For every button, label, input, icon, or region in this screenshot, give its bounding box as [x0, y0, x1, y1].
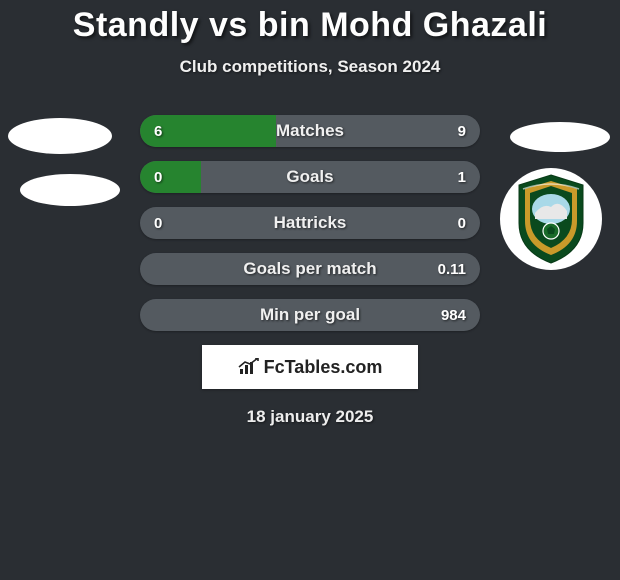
stat-label: Goals	[140, 161, 480, 193]
stat-right-value: 1	[458, 161, 466, 193]
stat-row-hattricks: 0 Hattricks 0	[140, 207, 480, 239]
stat-row-min-per-goal: Min per goal 984	[140, 299, 480, 331]
player-left-flag-placeholder	[8, 118, 112, 154]
player-left-club-placeholder	[20, 174, 120, 206]
player-right-club-badge	[500, 168, 602, 270]
brand-link[interactable]: FcTables.com	[202, 345, 418, 389]
stat-label: Goals per match	[140, 253, 480, 285]
stat-row-goals-per-match: Goals per match 0.11	[140, 253, 480, 285]
page-title: Standly vs bin Mohd Ghazali	[0, 6, 620, 45]
brand-chart-icon	[238, 358, 260, 376]
stat-right-value: 984	[441, 299, 466, 331]
stat-label: Min per goal	[140, 299, 480, 331]
stat-right-value: 9	[458, 115, 466, 147]
stat-right-value: 0	[458, 207, 466, 239]
brand-text: FcTables.com	[264, 357, 383, 378]
stats-list: 6 Matches 9 0 Goals 1 0 Hattricks 0 Goal…	[140, 115, 480, 331]
stat-row-goals: 0 Goals 1	[140, 161, 480, 193]
page-subtitle: Club competitions, Season 2024	[0, 57, 620, 77]
date-label: 18 january 2025	[0, 407, 620, 427]
stat-right-value: 0.11	[438, 253, 466, 285]
player-right-flag-placeholder	[510, 122, 610, 152]
comparison-card: Standly vs bin Mohd Ghazali Club competi…	[0, 0, 620, 427]
club-crest-icon	[513, 173, 589, 265]
stat-label: Matches	[140, 115, 480, 147]
stat-row-matches: 6 Matches 9	[140, 115, 480, 147]
stat-label: Hattricks	[140, 207, 480, 239]
